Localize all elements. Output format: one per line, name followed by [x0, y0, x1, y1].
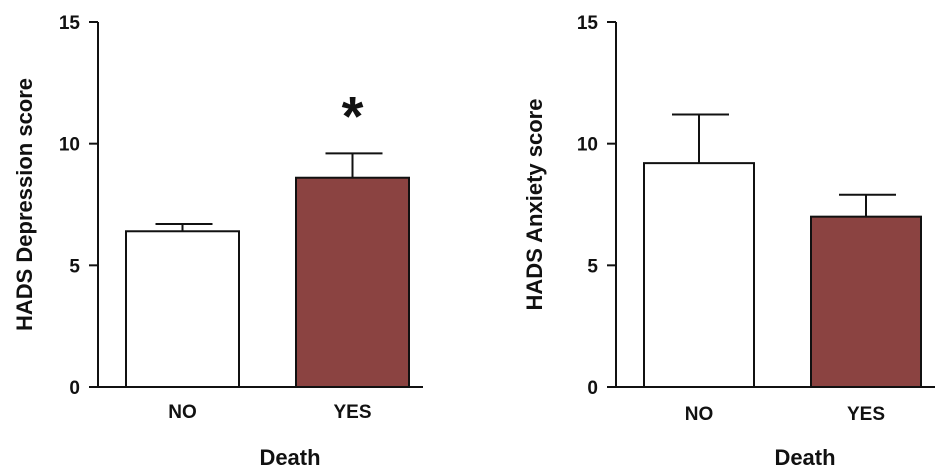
depression-y-axis-title: HADS Depression score [12, 78, 37, 331]
depression-panel: 0 5 10 15 NO YES * Death HADS Depression score [12, 13, 423, 470]
anxiety-x-axis-title: Death [774, 445, 835, 470]
anxiety-y-tick-label: 5 [587, 256, 598, 277]
anxiety-category-label: NO [685, 404, 714, 425]
anxiety-y-tick-label: 15 [577, 13, 599, 34]
depression-bar-no [125, 230, 240, 388]
anxiety-y-axis-title: HADS Anxiety score [522, 99, 547, 311]
anxiety-bar-no [643, 162, 755, 388]
depression-category-label: YES [333, 402, 371, 423]
anxiety-y-tick-label: 0 [587, 378, 598, 399]
depression-y-tick-label: 0 [69, 378, 80, 399]
depression-bar-yes [295, 176, 410, 388]
anxiety-panel: 0 5 10 15 NO YES Death HADS Anxiety score [522, 13, 935, 470]
depression-y-tick-label: 15 [59, 13, 81, 34]
anxiety-category-label: YES [847, 404, 885, 425]
depression-y-tick-label: 10 [59, 135, 80, 156]
anxiety-y-tick-label: 10 [577, 135, 598, 156]
depression-x-axis-title: Death [259, 445, 320, 470]
depression-y-tick-label: 5 [69, 256, 80, 277]
depression-category-label: NO [168, 402, 197, 423]
depression-significance-star: * [342, 84, 364, 147]
anxiety-bar-yes [810, 215, 922, 388]
